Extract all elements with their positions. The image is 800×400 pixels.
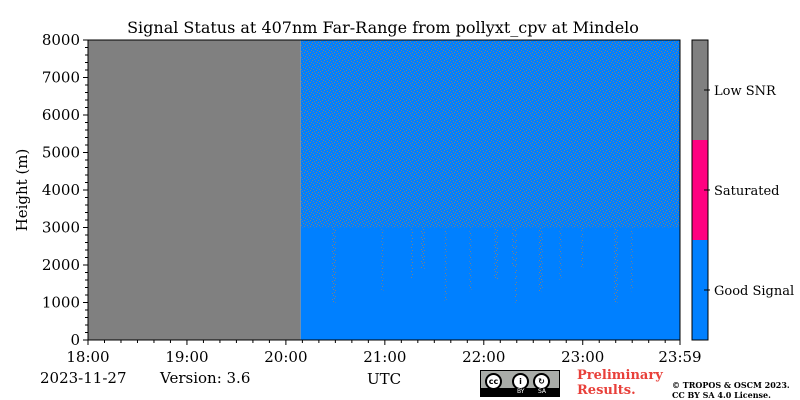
y-tick-label: 1000: [42, 294, 80, 312]
noisy-column: [381, 227, 384, 292]
x-axis: 18:00 19:00 20:00 21:00 22:00 23:00 23:59: [66, 340, 702, 366]
colorbar-segment: [692, 140, 708, 240]
x-tick-label: 19:00: [165, 348, 208, 366]
colorbar: Good Signal Saturated Low SNR: [691, 39, 794, 341]
cc-by-sa-badge: cc i ↻ BY SA: [480, 370, 560, 397]
y-axis-label: Height (m): [13, 149, 31, 232]
badge-by-label: BY: [517, 388, 525, 395]
x-tick-label: 21:00: [363, 348, 406, 366]
noisy-column: [538, 227, 543, 292]
preliminary-line-1: Preliminary: [577, 368, 663, 383]
heatmap-region-1: [300, 227, 680, 340]
noisy-column: [494, 227, 499, 280]
badge-strip: [481, 388, 559, 396]
x-tick-label: 22:00: [462, 348, 505, 366]
noisy-column: [630, 227, 633, 292]
y-tick-label: 7000: [42, 69, 80, 87]
y-tick-label: 4000: [42, 181, 80, 199]
colorbar-segment: [692, 40, 708, 140]
noisy-column: [581, 227, 584, 269]
y-axis: 0 1000 2000 3000 4000 5000 6000 7000 8000: [42, 31, 88, 349]
noisy-column: [331, 227, 336, 303]
preliminary-results-note: Preliminary Results.: [577, 368, 663, 398]
chart-title: Signal Status at 407nm Far-Range from po…: [127, 18, 639, 37]
colorbar-frame: [691, 39, 709, 341]
noisy-column: [559, 227, 562, 280]
noisy-column: [411, 227, 414, 280]
noisy-column: [514, 227, 517, 303]
colorbar-label: Saturated: [714, 184, 779, 199]
footer-version: Version: 3.6: [160, 369, 251, 387]
preliminary-line-2: Results.: [577, 383, 636, 398]
noisy-column: [613, 227, 618, 303]
x-tick-label: 20:00: [264, 348, 307, 366]
badge-sa-label: SA: [538, 388, 547, 395]
x-axis-label: UTC: [367, 370, 401, 388]
colorbar-label: Low SNR: [714, 84, 777, 99]
heatmap-layer: [88, 40, 680, 340]
copyright-line-1: © TROPOS & OSCM 2023.: [672, 380, 790, 390]
x-tick-label: 23:00: [561, 348, 604, 366]
y-tick-label: 5000: [42, 144, 80, 162]
plot-area: [87, 39, 681, 341]
heatmap-region-0: [88, 40, 301, 340]
colorbar-label: Good Signal: [714, 284, 794, 299]
y-tick-label: 6000: [42, 106, 80, 124]
x-tick-label: 18:00: [66, 348, 109, 366]
y-tick-label: 0: [70, 331, 80, 349]
x-tick-label: 23:59: [658, 348, 701, 366]
copyright-note: © TROPOS & OSCM 2023. CC BY SA 4.0 Licen…: [672, 380, 790, 400]
heatmap-region-2: [300, 40, 680, 228]
noisy-column: [444, 227, 447, 303]
colorbar-segment: [692, 240, 708, 340]
y-tick-label: 8000: [42, 31, 80, 49]
y-tick-label: 3000: [42, 219, 80, 237]
footer-date: 2023-11-27: [40, 369, 127, 387]
y-tick-label: 2000: [42, 256, 80, 274]
noisy-column: [420, 227, 425, 269]
noisy-column: [511, 227, 514, 269]
copyright-line-2: CC BY SA 4.0 License.: [672, 390, 771, 400]
noisy-column: [469, 227, 472, 292]
